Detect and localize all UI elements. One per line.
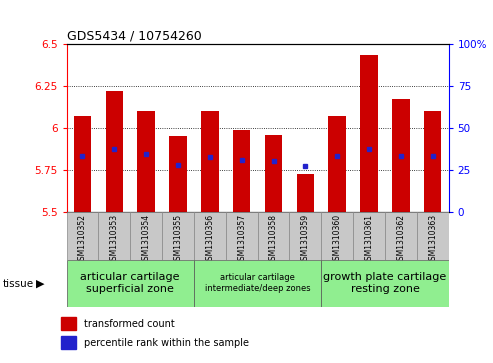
Text: GSM1310359: GSM1310359 <box>301 214 310 265</box>
Text: articular cartilage
intermediate/deep zones: articular cartilage intermediate/deep zo… <box>205 273 311 293</box>
Bar <box>67 212 99 260</box>
Text: ▶: ▶ <box>36 279 44 289</box>
Text: GDS5434 / 10754260: GDS5434 / 10754260 <box>67 29 201 42</box>
Text: articular cartilage
superficial zone: articular cartilage superficial zone <box>80 272 180 294</box>
Text: GSM1310362: GSM1310362 <box>396 214 405 265</box>
Bar <box>321 212 353 260</box>
Bar <box>162 212 194 260</box>
Bar <box>61 317 75 330</box>
Text: percentile rank within the sample: percentile rank within the sample <box>84 338 249 347</box>
Bar <box>233 130 250 212</box>
Text: GSM1310355: GSM1310355 <box>174 214 182 265</box>
Bar <box>74 116 91 212</box>
Bar <box>257 212 289 260</box>
Text: GSM1310357: GSM1310357 <box>237 214 246 265</box>
Bar <box>130 212 162 260</box>
Text: GSM1310352: GSM1310352 <box>78 214 87 265</box>
Bar <box>201 111 218 212</box>
Text: growth plate cartilage
resting zone: growth plate cartilage resting zone <box>323 272 447 294</box>
Bar <box>67 260 194 307</box>
Text: tissue: tissue <box>2 279 34 289</box>
Bar <box>61 336 75 349</box>
Text: GSM1310358: GSM1310358 <box>269 214 278 265</box>
Bar <box>265 135 282 212</box>
Bar <box>226 212 257 260</box>
Bar <box>194 212 226 260</box>
Text: GSM1310361: GSM1310361 <box>364 214 374 265</box>
Bar <box>106 91 123 212</box>
Bar <box>321 260 449 307</box>
Text: GSM1310360: GSM1310360 <box>333 214 342 265</box>
Bar <box>138 111 155 212</box>
Bar <box>417 212 449 260</box>
Text: GSM1310356: GSM1310356 <box>205 214 214 265</box>
Text: GSM1310363: GSM1310363 <box>428 214 437 265</box>
Text: GSM1310354: GSM1310354 <box>141 214 151 265</box>
Text: transformed count: transformed count <box>84 319 175 329</box>
Bar <box>194 260 321 307</box>
Bar <box>169 136 187 212</box>
Bar <box>297 174 314 212</box>
Bar <box>99 212 130 260</box>
Bar <box>289 212 321 260</box>
Bar <box>360 56 378 212</box>
Bar <box>328 116 346 212</box>
Text: GSM1310353: GSM1310353 <box>110 214 119 265</box>
Bar <box>385 212 417 260</box>
Bar <box>424 111 441 212</box>
Bar <box>392 99 410 212</box>
Bar <box>353 212 385 260</box>
